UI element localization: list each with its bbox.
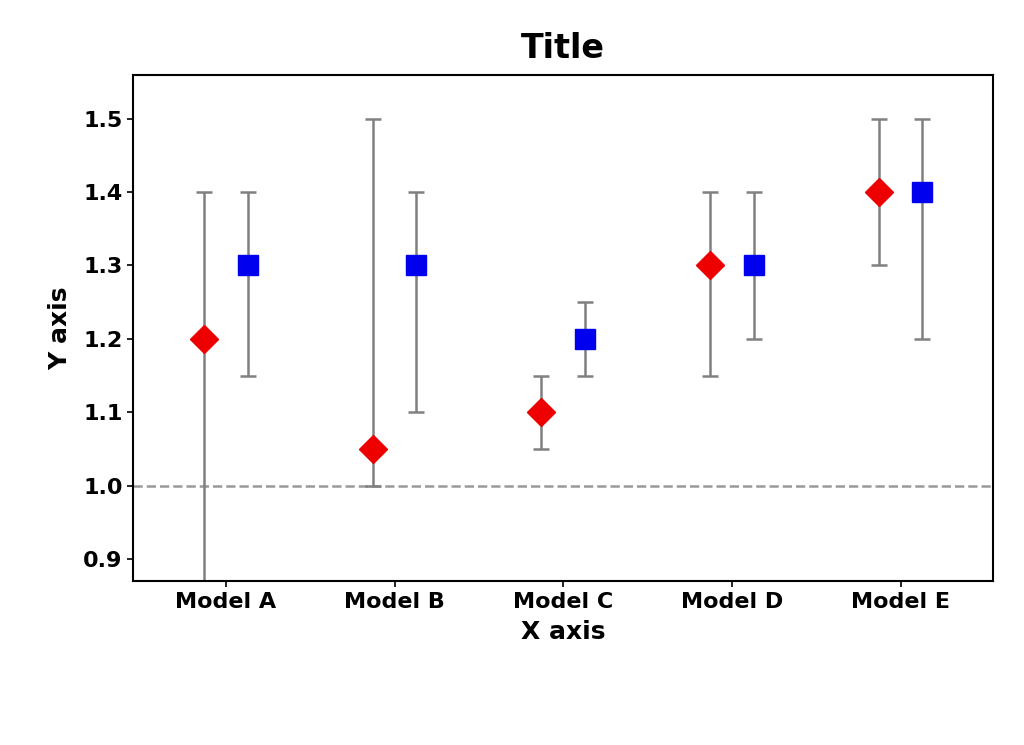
legend 2 bbox=[916, 188, 929, 197]
Line: legend 2: legend 2 bbox=[239, 183, 932, 349]
legend 2 bbox=[411, 261, 423, 270]
legend 2 bbox=[579, 335, 591, 343]
Line: legend 1: legend 1 bbox=[195, 183, 888, 459]
legend 1 bbox=[703, 261, 716, 270]
legend 1 bbox=[536, 408, 548, 416]
legend 2 bbox=[748, 261, 760, 270]
Title: Title: Title bbox=[521, 32, 605, 65]
legend 1 bbox=[872, 188, 885, 197]
legend 2 bbox=[242, 261, 254, 270]
legend 1 bbox=[367, 445, 379, 454]
X-axis label: X axis: X axis bbox=[521, 620, 605, 644]
legend 1 bbox=[198, 335, 210, 343]
Y-axis label: Y axis: Y axis bbox=[48, 286, 72, 370]
